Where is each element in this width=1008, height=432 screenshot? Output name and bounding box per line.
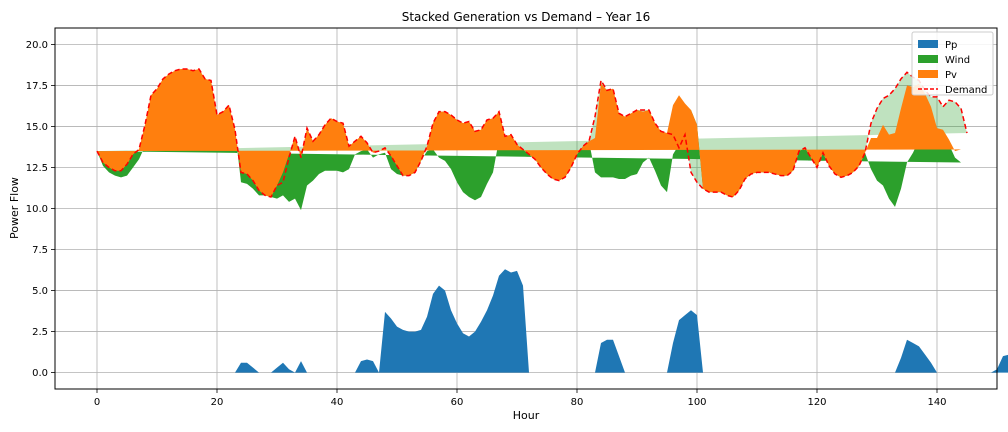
demand-line-group [96,68,968,198]
y-tick-label: 12.5 [26,163,48,174]
legend-swatch-pv [918,70,938,78]
y-tick-label: 7.5 [32,245,48,256]
x-tick-label: 140 [927,397,946,408]
x-axis-label: Hour [513,409,540,422]
pp-area [97,269,1008,373]
y-axis-ticks: 0.0 2.5 5.0 7.5 10.0 12.5 15.0 17.5 20.0 [26,40,55,379]
demand-line [96,68,968,198]
x-tick-label: 100 [687,397,706,408]
legend: Pp Wind Pv Demand [911,31,994,96]
x-tick-label: 40 [331,397,344,408]
legend-label-pp: Pp [945,40,957,51]
legend-label-demand: Demand [945,85,987,96]
x-tick-label: 80 [571,397,584,408]
x-tick-label: 120 [807,397,826,408]
legend-label-wind: Wind [945,55,970,66]
y-tick-label: 2.5 [32,327,48,338]
pv-area [97,69,961,198]
y-axis-label: Power Flow [8,177,21,239]
legend-swatch-wind [918,55,938,63]
y-tick-label: 20.0 [26,40,48,51]
x-tick-label: 60 [451,397,464,408]
y-tick-label: 5.0 [32,286,48,297]
y-tick-label: 15.0 [26,122,48,133]
legend-label-pv: Pv [945,70,957,81]
x-axis-ticks: 0 20 40 60 80 100 120 140 [94,389,947,408]
x-tick-label: 0 [94,397,100,408]
chart-title: Stacked Generation vs Demand – Year 16 [402,10,651,24]
y-tick-label: 0.0 [32,368,48,379]
legend-swatch-pp [918,40,938,48]
stacked-areas [97,69,1008,373]
x-tick-label: 20 [211,397,224,408]
y-tick-label: 10.0 [26,204,48,215]
y-tick-label: 17.5 [26,81,48,92]
